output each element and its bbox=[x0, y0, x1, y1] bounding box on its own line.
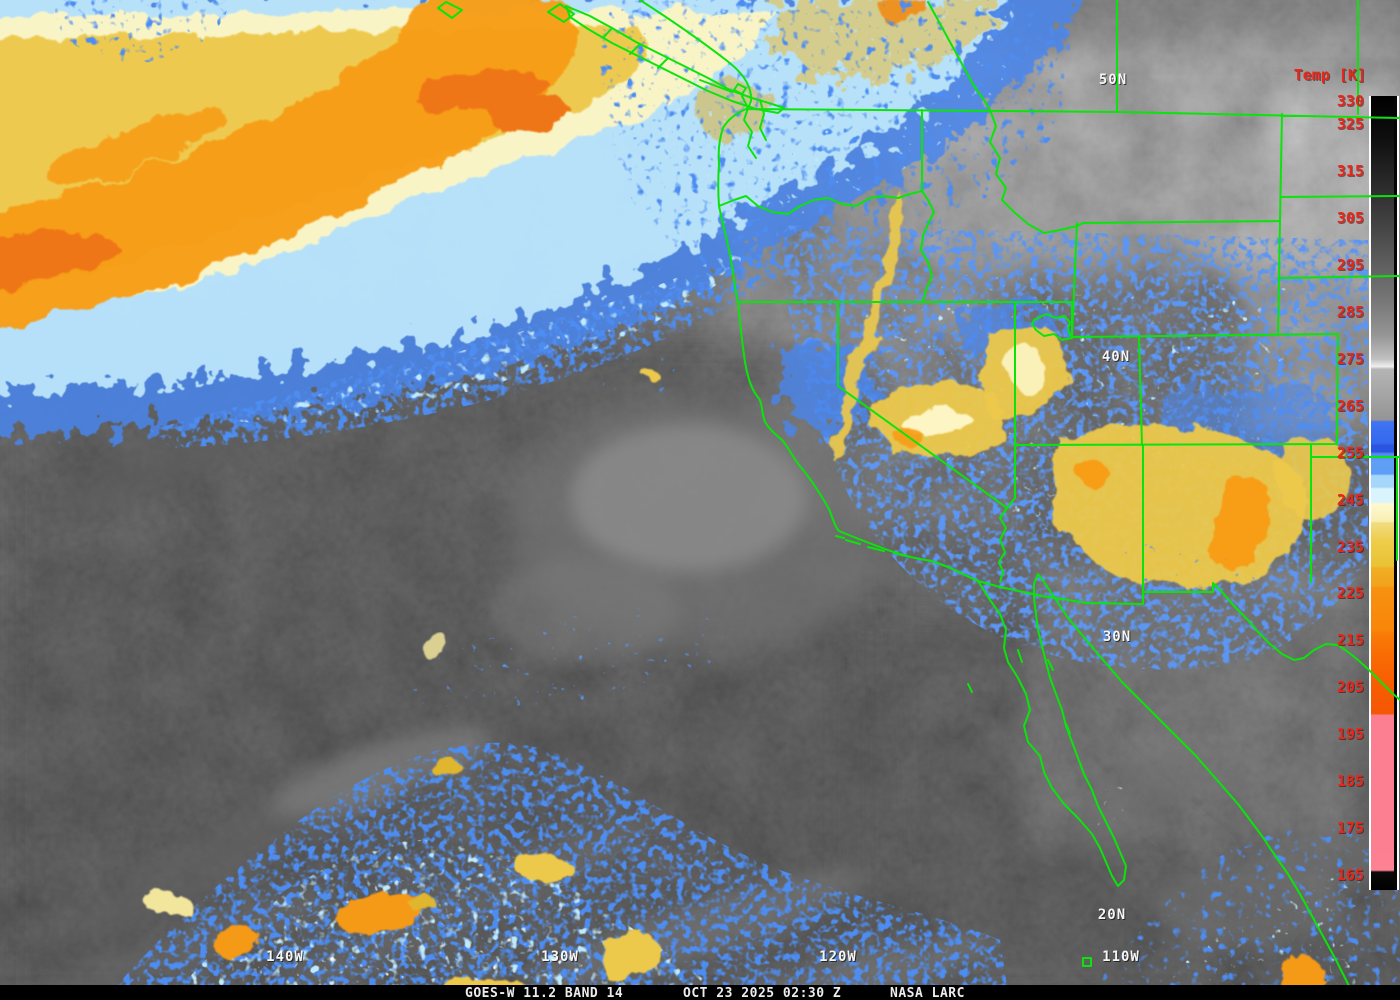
colorbar-tick-label: 225 bbox=[1336, 584, 1364, 603]
timestamp-label: OCT 23 2025 02:30 Z bbox=[683, 986, 842, 1000]
colorbar-tick-label: 330 bbox=[1336, 92, 1364, 110]
colorbar-tick-label: 285 bbox=[1336, 303, 1364, 322]
grid-coordinate-label: 30N bbox=[1102, 629, 1132, 645]
grid-coordinate-label: 50N bbox=[1098, 72, 1128, 88]
grid-coordinate-label: 20N bbox=[1097, 907, 1127, 923]
annotation-bar: GOES-W 11.2 BAND 14 OCT 23 2025 02:30 Z … bbox=[0, 985, 1400, 1000]
grid-coordinate-label: 120W bbox=[819, 949, 857, 965]
colorbar-tick-label: 215 bbox=[1336, 631, 1364, 650]
grid-coordinate-label: 110W bbox=[1102, 949, 1140, 965]
colorbar-tick-label: 255 bbox=[1336, 443, 1364, 462]
colorbar-tick-label: 185 bbox=[1336, 772, 1364, 791]
grid-coordinate-label: 130W bbox=[541, 949, 579, 965]
colorbar-tick-label: 275 bbox=[1336, 349, 1364, 368]
grid-coordinate-label: 40N bbox=[1101, 349, 1131, 365]
colorbar-tick-label: 175 bbox=[1336, 818, 1364, 837]
colorbar-tick-label: 235 bbox=[1336, 537, 1364, 556]
colorbar-tick-label: 265 bbox=[1336, 396, 1364, 415]
colorbar-tick-label: 165 bbox=[1336, 865, 1364, 884]
colorbar-title: Temp [K] bbox=[1293, 66, 1366, 84]
colorbar-tick-label: 205 bbox=[1336, 678, 1364, 697]
colorbar-tick-label: 295 bbox=[1336, 256, 1364, 275]
agency-label: NASA LARC bbox=[890, 986, 965, 1000]
colorbar-tick-label: 245 bbox=[1336, 490, 1364, 509]
satellite-band-label: GOES-W 11.2 BAND 14 bbox=[465, 986, 624, 1000]
colorbar-tick-label: 325 bbox=[1336, 115, 1364, 134]
colorbar-tick-label: 315 bbox=[1336, 162, 1364, 181]
grid-coordinate-label: 140W bbox=[266, 949, 304, 965]
colorbar-tick-label: 195 bbox=[1336, 725, 1364, 744]
colorbar-tick-label: 305 bbox=[1336, 209, 1364, 228]
